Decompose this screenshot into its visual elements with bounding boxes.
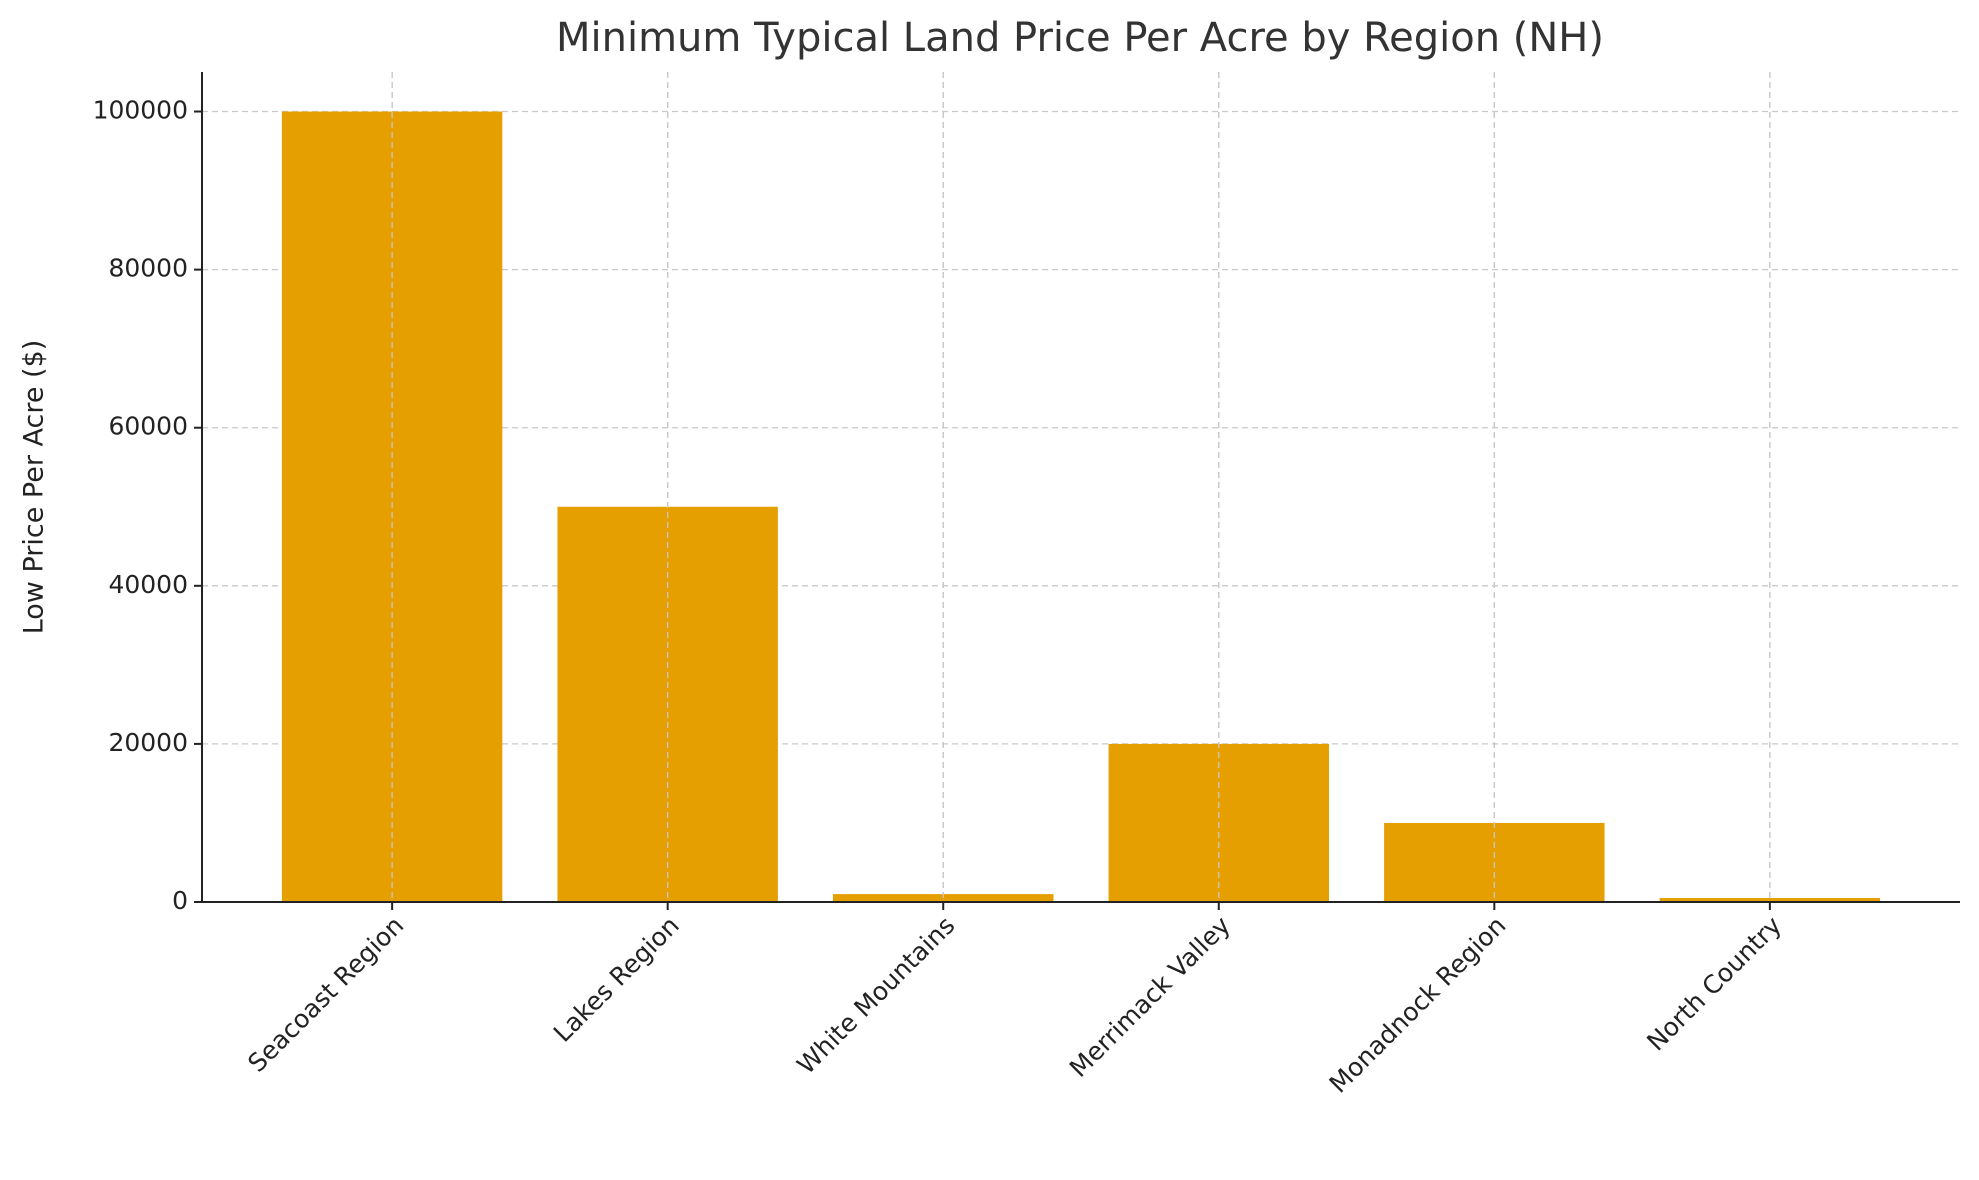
y-tick-label: 100000 (93, 96, 188, 125)
x-tick-label: White Mountains (791, 911, 960, 1080)
y-tick-label: 60000 (108, 412, 188, 441)
x-tick-label: Lakes Region (548, 911, 685, 1048)
x-tick-label: North Country (1641, 911, 1787, 1057)
y-tick-label: 40000 (108, 570, 188, 599)
y-tick-label: 80000 (108, 254, 188, 283)
y-tick-label: 20000 (108, 728, 188, 757)
x-tick-label: Monadnock Region (1324, 911, 1512, 1099)
y-axis-label: Low Price Per Acre ($) (19, 340, 50, 635)
x-tick-label: Merrimack Valley (1064, 911, 1236, 1083)
y-tick-label: 0 (172, 886, 188, 915)
chart-title: Minimum Typical Land Price Per Acre by R… (556, 15, 1604, 61)
x-tick-label: Seacoast Region (242, 911, 409, 1078)
bar (833, 894, 1054, 902)
bar (1659, 898, 1881, 902)
